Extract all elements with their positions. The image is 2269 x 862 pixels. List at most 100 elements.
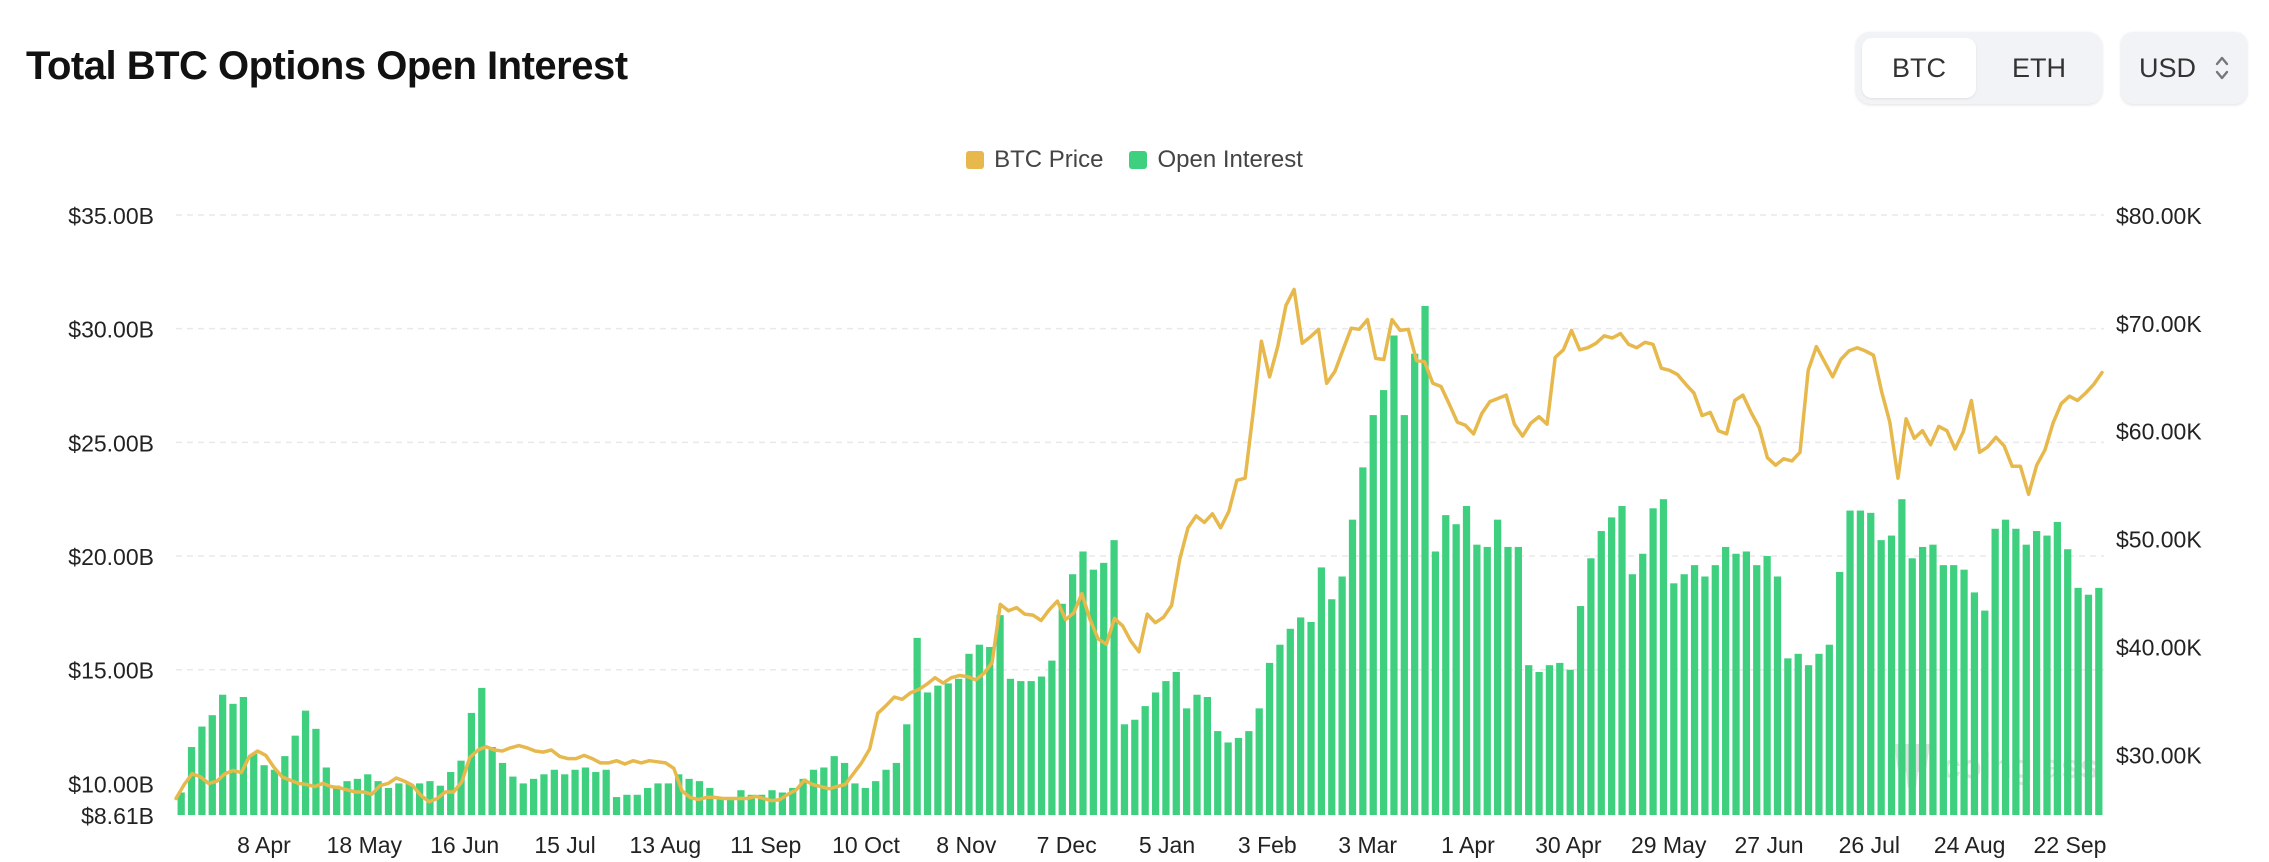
open-interest-bar	[1245, 731, 1253, 815]
open-interest-bar	[1628, 574, 1636, 815]
open-interest-bar	[1784, 658, 1792, 815]
open-interest-bar	[1535, 671, 1543, 815]
open-interest-bar	[944, 683, 952, 815]
open-interest-bar	[1183, 708, 1191, 815]
open-interest-bar	[1504, 546, 1512, 815]
open-interest-bar	[1815, 653, 1823, 815]
open-interest-bar	[2084, 594, 2093, 815]
x-tick-label: 29 May	[1631, 832, 1707, 858]
open-interest-bar	[415, 783, 424, 815]
open-interest-bar	[965, 653, 973, 815]
x-tick-label: 7 Dec	[1037, 832, 1097, 858]
open-interest-bar	[1856, 510, 1865, 815]
currency-value: USD	[2139, 52, 2197, 83]
open-interest-bar	[1908, 558, 1916, 815]
chart-legend: BTC Price Open Interest	[0, 146, 2269, 174]
open-interest-bar	[1970, 592, 1979, 815]
x-tick-label: 13 Aug	[630, 832, 702, 858]
y-right-tick-label: $60.00K	[2116, 419, 2202, 445]
open-interest-bar	[1514, 546, 1522, 815]
open-interest-bar	[395, 783, 403, 815]
open-interest-bar	[436, 785, 444, 815]
open-interest-bar	[633, 794, 641, 815]
open-interest-bar	[1131, 719, 1139, 815]
btc-tab[interactable]: BTC	[1862, 38, 1976, 98]
open-interest-bar	[1307, 621, 1315, 815]
legend-item-open-interest[interactable]: Open Interest	[1129, 146, 1303, 174]
y-right-tick-label: $30.00K	[2116, 742, 2202, 768]
x-tick-label: 5 Jan	[1139, 832, 1195, 858]
open-interest-bar	[1918, 546, 1927, 815]
open-interest-bar	[1027, 681, 1035, 815]
open-interest-bar	[716, 797, 724, 815]
open-interest-bar	[1991, 528, 1999, 815]
open-interest-bar	[291, 735, 299, 815]
open-interest-bar	[1493, 519, 1502, 815]
open-interest-bar	[1773, 576, 1782, 815]
x-tick-label: 16 Jun	[430, 832, 499, 858]
open-interest-bar	[301, 710, 310, 815]
grid-lines	[176, 214, 2104, 671]
open-interest-bar	[954, 678, 963, 815]
open-interest-bar	[1722, 546, 1730, 815]
open-interest-bar	[675, 774, 683, 815]
open-interest-bar	[1214, 731, 1222, 815]
y-left-tick-label: $10.00B	[68, 771, 154, 797]
open-interest-bar	[861, 787, 869, 815]
open-interest-bar	[488, 747, 496, 815]
open-interest-bar	[1265, 662, 1274, 815]
open-interest-bar	[1701, 576, 1709, 815]
open-interest-bar	[1929, 544, 1937, 815]
y-left-tick-label: $15.00B	[68, 658, 154, 684]
open-interest-bar	[1193, 694, 1201, 815]
x-axis: 8 Apr 18 May 16 Jun 15 Jul 13 Aug 11 Sep 10 Oc…	[237, 832, 2106, 858]
open-interest-bar	[1867, 512, 1875, 815]
y-left-tick-label: $30.00B	[68, 317, 154, 343]
open-interest-bar	[384, 787, 393, 815]
open-interest-bar	[1545, 665, 1554, 815]
open-interest-bar	[2074, 587, 2082, 815]
open-interest-bar	[1348, 519, 1357, 815]
open-interest-bar	[1058, 603, 1066, 815]
open-interest-bar	[550, 769, 558, 815]
open-interest-bar	[2032, 531, 2041, 815]
open-interest-bar	[281, 756, 289, 815]
y-left-tick-label: $8.61B	[81, 803, 154, 829]
open-interest-bar	[1421, 305, 1429, 815]
eth-tab[interactable]: ETH	[2012, 52, 2066, 83]
open-interest-bar	[1452, 524, 1460, 815]
open-interest-bar	[1224, 742, 1232, 815]
open-interest-bar	[343, 781, 351, 815]
x-tick-label: 26 Jul	[1839, 832, 1900, 858]
open-interest-bar	[1203, 697, 1212, 815]
btc-price-series-line	[174, 287, 2104, 804]
open-interest-bar	[1359, 467, 1367, 815]
x-tick-label: 24 Aug	[1934, 832, 2006, 858]
open-interest-bar	[1079, 551, 1087, 815]
open-interest-bar	[198, 726, 206, 815]
sort-chevrons-icon	[2215, 56, 2229, 80]
open-interest-bar	[1089, 569, 1097, 815]
open-interest-bar	[1442, 515, 1450, 815]
open-interest-bar	[467, 712, 476, 815]
open-interest-bar	[1462, 506, 1471, 815]
open-interest-bar	[1379, 390, 1388, 815]
legend-item-btc-price[interactable]: BTC Price	[966, 146, 1103, 174]
open-interest-bar	[1431, 551, 1440, 815]
currency-select[interactable]: USD	[2121, 32, 2247, 104]
open-interest-bar	[2022, 544, 2030, 815]
open-interest-bar	[872, 781, 880, 815]
open-interest-bar	[529, 778, 538, 815]
open-interest-bar	[820, 767, 828, 815]
open-interest-bar	[1981, 610, 1989, 815]
open-interest-bar	[2012, 528, 2020, 815]
open-interest-bar	[177, 792, 185, 815]
y-right-tick-label: $70.00K	[2116, 311, 2202, 337]
open-interest-bar	[1556, 662, 1564, 815]
open-interest-bar	[1659, 499, 1668, 815]
open-interest-bar	[913, 637, 921, 815]
open-interest-bar	[1338, 576, 1346, 815]
open-interest-bar	[581, 767, 590, 815]
open-interest-bar	[1836, 571, 1844, 815]
y-axis-left: $35.00B $30.00B $25.00B $20.00B $15.00B $10.0…	[68, 203, 154, 829]
